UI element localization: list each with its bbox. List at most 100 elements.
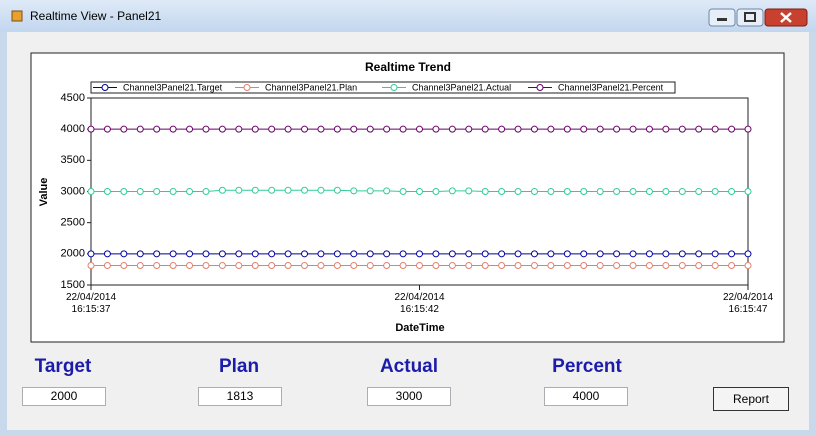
minimize-button[interactable] bbox=[708, 8, 736, 27]
data-point bbox=[481, 188, 489, 195]
data-point bbox=[514, 188, 522, 195]
data-point bbox=[169, 250, 177, 258]
data-point bbox=[613, 188, 621, 195]
data-point bbox=[218, 186, 226, 194]
field-label: Actual bbox=[379, 356, 439, 377]
data-point bbox=[235, 125, 243, 133]
data-point bbox=[268, 125, 276, 133]
data-point bbox=[284, 261, 292, 269]
data-point bbox=[169, 125, 177, 133]
data-point bbox=[136, 188, 144, 195]
data-point bbox=[186, 261, 194, 269]
title-bar bbox=[0, 0, 816, 32]
data-point bbox=[448, 187, 456, 195]
data-point bbox=[120, 261, 128, 269]
y-tick-label: 2500 bbox=[61, 217, 85, 229]
data-point bbox=[448, 261, 456, 269]
data-point bbox=[218, 261, 226, 269]
data-point bbox=[153, 188, 161, 195]
data-point bbox=[711, 188, 719, 195]
report-button[interactable]: Report bbox=[713, 387, 789, 411]
data-point bbox=[136, 125, 144, 133]
data-point bbox=[645, 250, 653, 258]
data-point bbox=[136, 261, 144, 269]
data-point bbox=[202, 250, 210, 258]
data-point bbox=[744, 261, 752, 269]
data-point bbox=[695, 125, 703, 133]
data-point bbox=[678, 261, 686, 269]
data-point bbox=[399, 125, 407, 133]
y-tick-label: 4500 bbox=[61, 92, 85, 104]
legend-label: Channel3Panel21.Actual bbox=[412, 82, 511, 92]
data-point bbox=[744, 250, 752, 258]
data-point bbox=[563, 125, 571, 133]
data-point bbox=[136, 250, 144, 258]
data-point bbox=[596, 261, 604, 269]
data-point bbox=[613, 261, 621, 269]
data-point bbox=[530, 250, 538, 258]
data-point bbox=[514, 125, 522, 133]
data-point bbox=[284, 186, 292, 194]
data-point bbox=[465, 250, 473, 258]
data-point bbox=[662, 125, 670, 133]
data-point bbox=[218, 125, 226, 133]
data-point bbox=[235, 250, 243, 258]
data-point bbox=[662, 188, 670, 195]
data-point bbox=[186, 188, 194, 195]
data-point bbox=[728, 250, 736, 258]
data-point bbox=[202, 188, 210, 195]
data-point bbox=[87, 261, 95, 269]
data-point bbox=[333, 250, 341, 258]
data-point bbox=[481, 250, 489, 258]
data-point bbox=[186, 125, 194, 133]
data-point bbox=[383, 250, 391, 258]
data-point bbox=[103, 261, 111, 269]
data-point bbox=[629, 188, 637, 195]
data-point bbox=[498, 188, 506, 195]
data-point bbox=[301, 186, 309, 194]
data-point bbox=[514, 250, 522, 258]
data-point bbox=[432, 188, 440, 195]
data-point bbox=[645, 261, 653, 269]
data-point bbox=[366, 125, 374, 133]
maximize-button[interactable] bbox=[736, 8, 764, 27]
data-point bbox=[301, 250, 309, 258]
data-point bbox=[416, 125, 423, 133]
data-point bbox=[153, 261, 161, 269]
data-point bbox=[645, 188, 653, 195]
data-point bbox=[728, 188, 736, 195]
data-point bbox=[317, 250, 325, 258]
data-point bbox=[711, 125, 719, 133]
data-point bbox=[547, 250, 555, 258]
data-point bbox=[448, 250, 456, 258]
data-point bbox=[383, 187, 391, 195]
legend-marker bbox=[536, 84, 544, 91]
close-icon bbox=[780, 12, 792, 23]
data-point bbox=[350, 261, 358, 269]
y-tick-label: 1500 bbox=[61, 279, 85, 291]
data-point bbox=[235, 261, 243, 269]
data-point bbox=[695, 188, 703, 195]
field-label: Target bbox=[34, 356, 92, 377]
data-point bbox=[169, 261, 177, 269]
legend-label: Channel3Panel21.Percent bbox=[558, 82, 664, 92]
data-point bbox=[662, 250, 670, 258]
data-point bbox=[678, 188, 686, 195]
data-point bbox=[613, 250, 621, 258]
field-value: 1813 bbox=[198, 387, 282, 406]
data-point bbox=[251, 186, 259, 194]
data-point bbox=[678, 125, 686, 133]
data-point bbox=[399, 188, 407, 195]
data-point bbox=[596, 125, 604, 133]
data-point bbox=[103, 250, 111, 258]
data-point bbox=[383, 261, 391, 269]
y-tick-label: 4000 bbox=[61, 123, 85, 135]
field-label: Percent bbox=[552, 356, 622, 377]
data-point bbox=[645, 125, 653, 133]
data-point bbox=[530, 261, 538, 269]
data-point bbox=[728, 261, 736, 269]
data-point bbox=[103, 188, 111, 195]
data-point bbox=[202, 125, 210, 133]
data-point bbox=[498, 250, 506, 258]
